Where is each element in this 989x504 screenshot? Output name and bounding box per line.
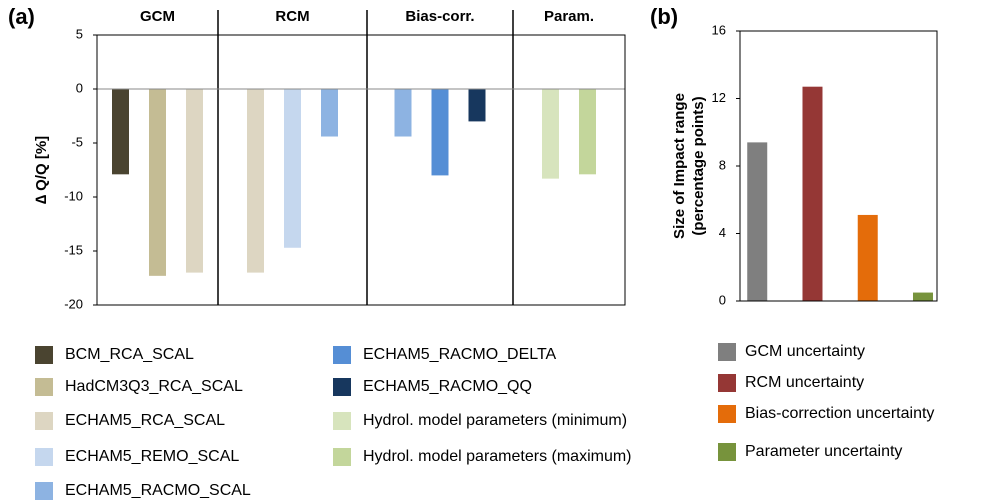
legend-label: HadCM3Q3_RCA_SCAL [65, 378, 243, 395]
legend-swatch [333, 448, 351, 466]
bar [802, 86, 823, 301]
group-header: GCM [140, 8, 175, 25]
y-tick-label: 5 [76, 26, 83, 41]
group-header: Param. [544, 8, 594, 25]
y-tick-label: -10 [64, 188, 83, 203]
group-header: RCM [275, 8, 309, 25]
y-tick-label: 0 [76, 80, 83, 95]
legend-swatch [718, 374, 736, 392]
bar [431, 89, 449, 176]
legend-swatch [333, 378, 351, 396]
bar [247, 89, 264, 273]
legend-label: Hydrol. model parameters (minimum) [363, 412, 627, 429]
bar [186, 89, 203, 273]
legend-swatch [35, 448, 53, 466]
y-tick-label: 4 [719, 225, 726, 240]
legend-swatch [35, 346, 53, 364]
y-tick-label: 0 [719, 292, 726, 307]
bar [857, 214, 878, 301]
legend-swatch [718, 405, 736, 423]
legend-swatch [333, 346, 351, 364]
legend-swatch [35, 412, 53, 430]
panel-label: (a) [8, 4, 35, 29]
legend-label: Bias-correction uncertainty [745, 405, 934, 422]
group-header: Bias-corr. [405, 8, 474, 25]
legend-label: ECHAM5_RACMO_SCAL [65, 482, 251, 499]
panel-label: (b) [650, 4, 678, 29]
legend-label: Parameter uncertainty [745, 443, 902, 460]
legend-label: GCM uncertainty [745, 343, 865, 360]
y-axis-label: Size of Impact range [671, 93, 688, 239]
bar [321, 89, 338, 137]
plot-frame [739, 30, 938, 302]
y-tick-label: 8 [719, 157, 726, 172]
legend-swatch [35, 378, 53, 396]
legend-swatch [718, 343, 736, 361]
bar [579, 89, 596, 175]
bar [747, 142, 768, 301]
y-tick-label: -20 [64, 296, 83, 311]
legend-label: ECHAM5_REMO_SCAL [65, 448, 239, 465]
y-tick-label: -15 [64, 242, 83, 257]
y-tick-label: -5 [71, 134, 83, 149]
legend-swatch [333, 412, 351, 430]
legend-label: RCM uncertainty [745, 374, 864, 391]
legend-label: ECHAM5_RCA_SCAL [65, 412, 225, 429]
legend-label: ECHAM5_RACMO_DELTA [363, 346, 557, 363]
plot-frame [96, 34, 626, 306]
bar [284, 89, 301, 248]
bar [112, 89, 129, 175]
bar [468, 89, 486, 122]
legend-label: ECHAM5_RACMO_QQ [363, 378, 532, 395]
legend-label: BCM_RCA_SCAL [65, 346, 194, 363]
y-tick-label: 12 [712, 90, 726, 105]
y-axis-label: ∆ Q/Q [%] [33, 136, 50, 204]
bar [394, 89, 412, 137]
bar [149, 89, 166, 276]
legend-swatch [35, 482, 53, 500]
legend-swatch [718, 443, 736, 461]
y-tick-label: 16 [712, 22, 726, 37]
bar [542, 89, 559, 179]
y-axis-label: (percentage points) [690, 96, 707, 235]
bar [912, 292, 933, 301]
legend-label: Hydrol. model parameters (maximum) [363, 448, 632, 465]
